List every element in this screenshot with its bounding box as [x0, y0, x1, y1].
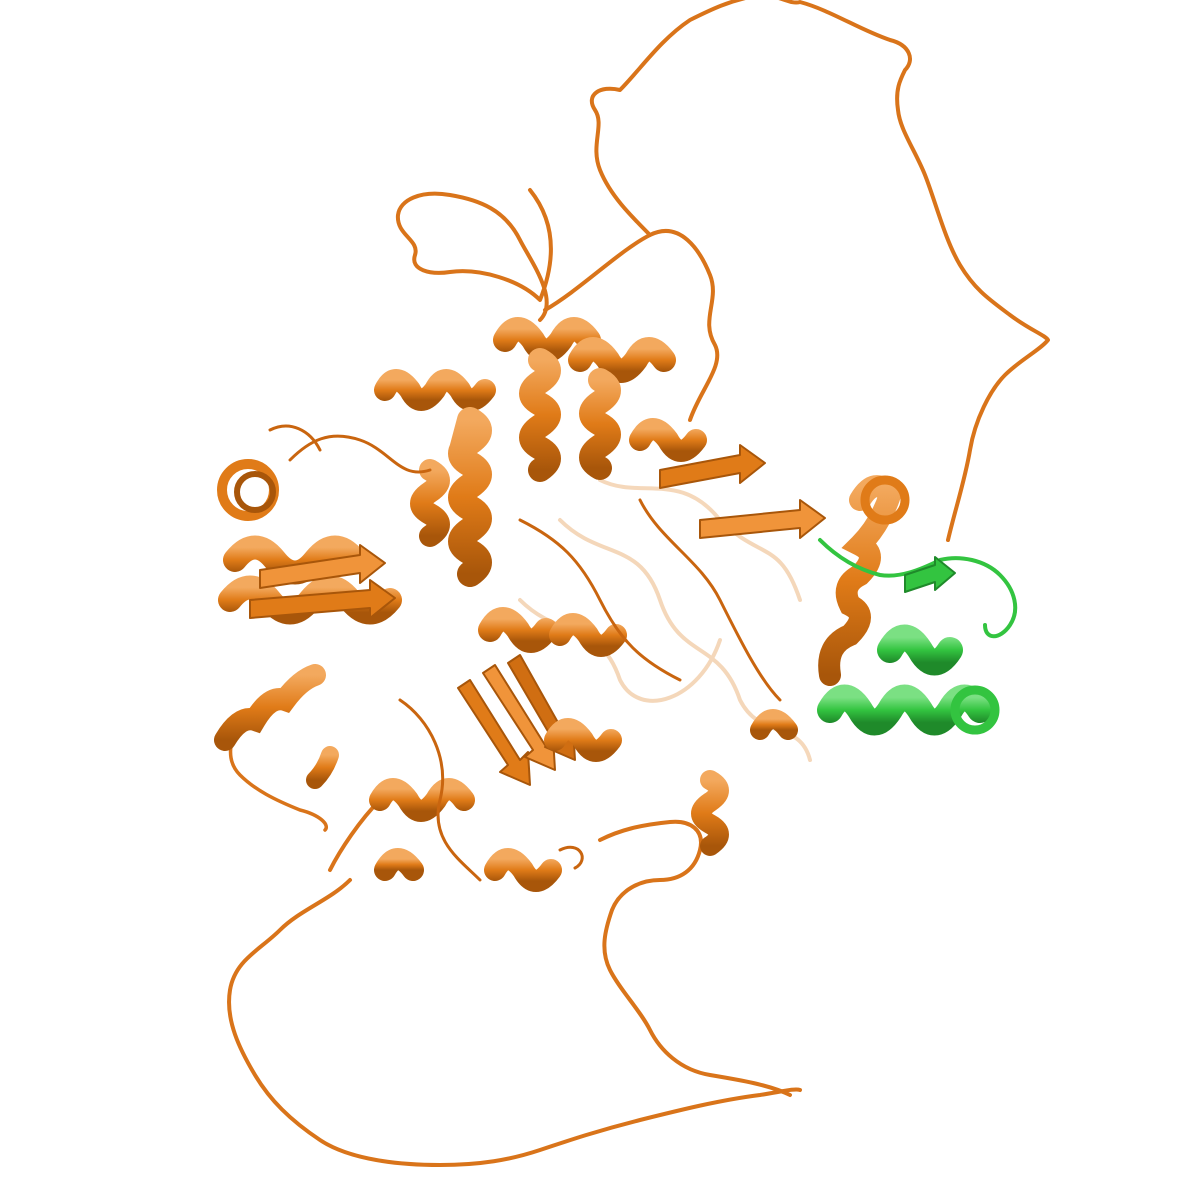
helix-cluster-lower: [369, 607, 729, 892]
beta-sheet-left: [249, 544, 396, 619]
helix-cluster-upper: [374, 317, 676, 587]
right-subdomain: [629, 418, 910, 740]
disordered-loop-top: [395, 0, 1050, 542]
partner-chain: [817, 538, 1018, 736]
core-coils: [268, 424, 782, 882]
beta-sheet-center: [457, 654, 576, 786]
helix-left-edge: [214, 459, 402, 789]
